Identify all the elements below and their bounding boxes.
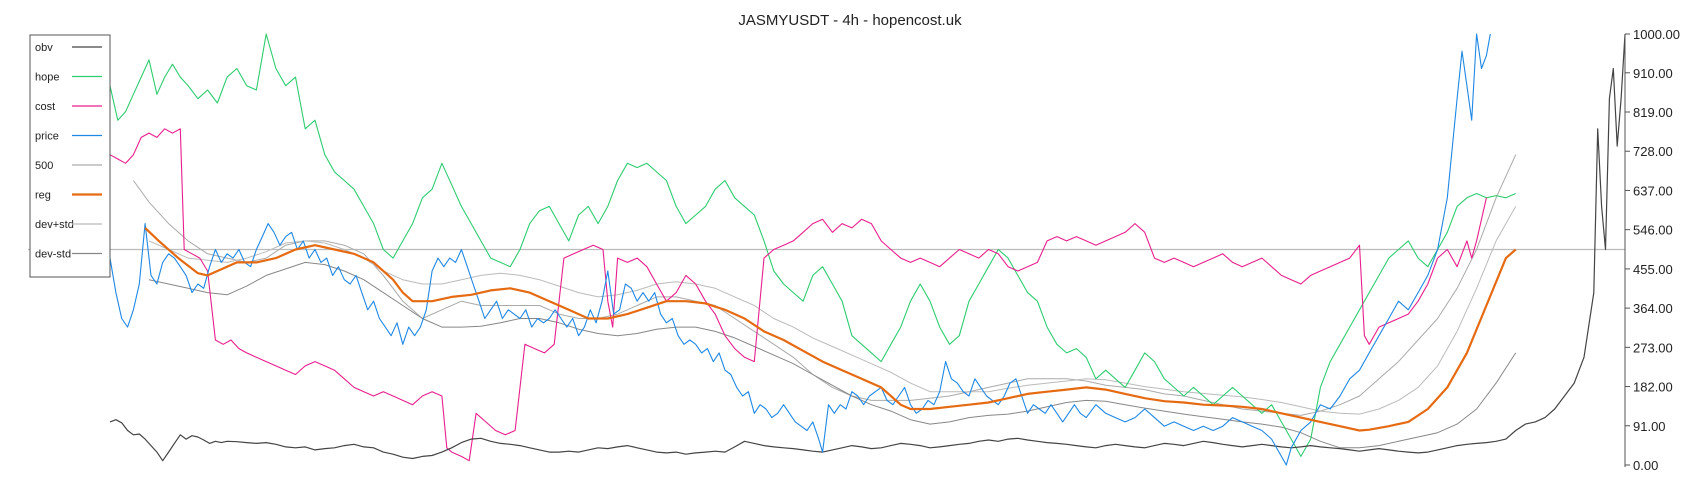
legend-box (29, 34, 111, 278)
legend-label: obv (35, 42, 53, 54)
series-line-hope (109, 33, 1516, 457)
series-line-cost (109, 128, 1487, 462)
y-tick-label: 364.00 (1633, 301, 1673, 316)
legend-label: cost (35, 101, 55, 113)
legend-label: dev+std (35, 219, 74, 231)
y-tick-label: 728.00 (1633, 144, 1673, 159)
y-tick-label: 1000.00 (1633, 27, 1680, 42)
legend-label: price (35, 131, 59, 143)
series-line-price (109, 33, 1491, 466)
y-axis: 0.00 91.00 182.00 273.00 364.00 455.00 546.00 6… (1624, 27, 1680, 473)
y-tick-label: 0.00 (1633, 458, 1658, 473)
chart-title: JASMYUSDT - 4h - hopencost.uk (738, 12, 962, 29)
y-tick-label: 455.00 (1633, 262, 1673, 277)
series-layer (109, 33, 1626, 466)
y-tick-label: 819.00 (1633, 105, 1673, 120)
series-line-obv (109, 33, 1626, 462)
legend-label: hope (35, 72, 59, 84)
y-tick-label: 910.00 (1633, 66, 1673, 81)
y-tick-label: 91.00 (1633, 419, 1666, 434)
y-tick-label: 273.00 (1633, 340, 1673, 355)
legend: obv hope cost price 500 reg dev+std dev-std (29, 34, 111, 278)
y-tick-label: 546.00 (1633, 223, 1673, 238)
series-line-dev-std (148, 206, 1517, 415)
series-line-reg (144, 227, 1517, 432)
legend-label: reg (35, 190, 51, 202)
y-tick-label: 182.00 (1633, 380, 1673, 395)
legend-label: dev-std (35, 249, 71, 261)
series-line-dev-std (148, 261, 1517, 449)
y-tick-label: 637.00 (1633, 183, 1673, 198)
legend-label: 500 (35, 160, 53, 172)
